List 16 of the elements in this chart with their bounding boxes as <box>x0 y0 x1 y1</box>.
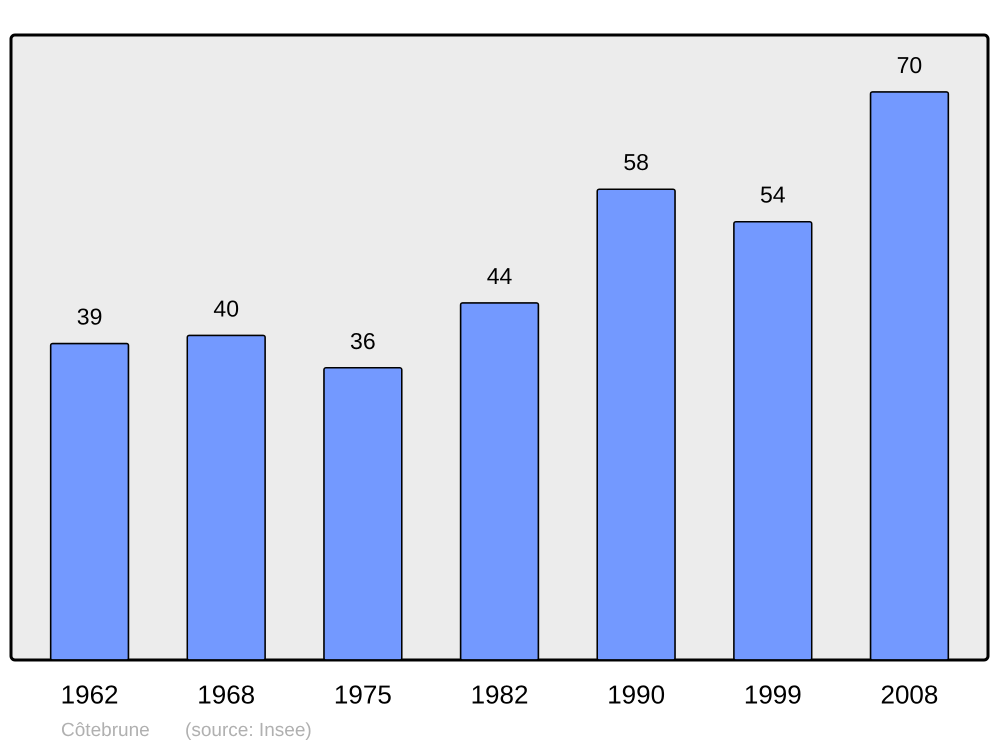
text: Côtebrune <box>61 720 150 741</box>
data-label: 70 <box>896 52 922 78</box>
data-label: 54 <box>760 182 786 208</box>
data-label: 40 <box>213 295 240 322</box>
x-tick-label: 1968 <box>197 680 256 710</box>
data-label: 58 <box>623 149 649 176</box>
x-tick-label: 1990 <box>607 680 666 710</box>
x-tick-label: 1962 <box>60 680 118 710</box>
x-tick-label: 2008 <box>880 680 938 710</box>
x-tick-label: 1975 <box>334 680 392 710</box>
x-tick-label: 1999 <box>744 680 802 710</box>
data-label: 44 <box>486 262 512 289</box>
data-label: 39 <box>76 303 102 330</box>
text: (source: Insee) <box>185 720 312 741</box>
x-tick-label: 1982 <box>470 680 528 710</box>
data-label: 36 <box>350 328 376 354</box>
